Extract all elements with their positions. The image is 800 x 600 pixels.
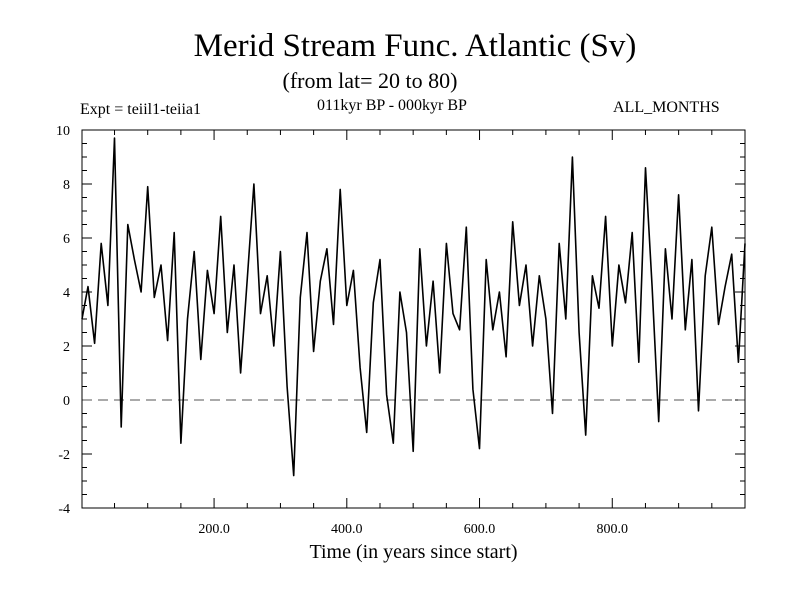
months-label: ALL_MONTHS [613,99,720,116]
labels-layer: 200.0 400.0 600.0 800.0 -4 -2 0 2 4 6 8 10 [56,124,628,537]
y-tick-label: 8 [63,178,70,193]
experiment-label: Expt = teiil1-teiia1 [80,101,201,118]
y-tick-label: 10 [56,124,70,139]
y-tick-label: 4 [63,286,70,301]
y-tick-label: -4 [58,502,70,517]
period-label: 011kyr BP - 000kyr BP [317,97,467,114]
y-tick-label: 0 [63,394,70,409]
x-tick-label: 800.0 [597,522,629,537]
x-tick-label: 400.0 [331,522,363,537]
x-axis-title: Time (in years since start) [309,541,517,563]
y-tick-label: 2 [63,340,70,355]
plot-frame [81,129,746,509]
y-tick-label: 6 [63,232,70,247]
chart-subtitle: (from lat= 20 to 80) [282,68,458,93]
x-tick-label: 600.0 [464,522,496,537]
x-tick-label: 200.0 [198,522,230,537]
series-line [81,137,746,477]
chart-title: Merid Stream Func. Atlantic (Sv) [193,28,637,64]
y-tick-label: -2 [58,448,70,463]
